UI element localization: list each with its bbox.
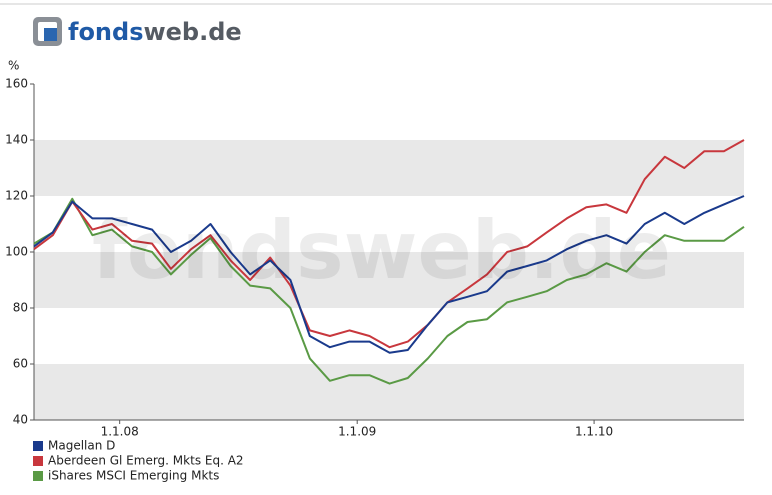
y-tick-label: 80 [13, 301, 28, 315]
x-tick-label: 1.1.08 [101, 425, 139, 439]
watermark-part: web.de [344, 204, 671, 297]
y-tick-label: 140 [5, 133, 28, 147]
watermark-part: fonds [92, 204, 344, 297]
legend-swatch [33, 456, 43, 466]
x-tick-label: 1.1.09 [338, 425, 376, 439]
grid-band [34, 364, 744, 420]
watermark: fondsweb.de [92, 204, 671, 297]
y-tick-label: 100 [5, 245, 28, 259]
legend-label: iShares MSCI Emerging Mkts [48, 469, 219, 483]
x-tick-label: 1.1.10 [575, 425, 613, 439]
grid-band [34, 140, 744, 196]
series-line [33, 197, 745, 385]
y-axis-label: % [8, 59, 19, 73]
plot-area: 40 60 80 100 120 140 160 1.1.08 1.1.09 1.1.10 [5, 77, 745, 439]
logo: fondsweb.de [33, 17, 242, 46]
logo-part: fonds [68, 18, 143, 46]
series-line [33, 195, 745, 354]
legend-swatch [33, 471, 43, 481]
logo-part: web.de [143, 18, 241, 46]
series-line [33, 139, 745, 349]
grid-band [34, 252, 744, 308]
legend-label: Magellan D [48, 439, 115, 453]
y-tick-label: 160 [5, 77, 28, 91]
legend-label: Aberdeen Gl Emerg. Mkts Eq. A2 [48, 454, 244, 468]
logo-text: fondsweb.de [68, 18, 242, 46]
y-tick-label: 120 [5, 189, 28, 203]
y-tick-label: 60 [13, 357, 28, 371]
legend-swatch [33, 441, 43, 451]
y-tick-label: 40 [13, 413, 28, 427]
logo-icon-square [44, 28, 57, 41]
